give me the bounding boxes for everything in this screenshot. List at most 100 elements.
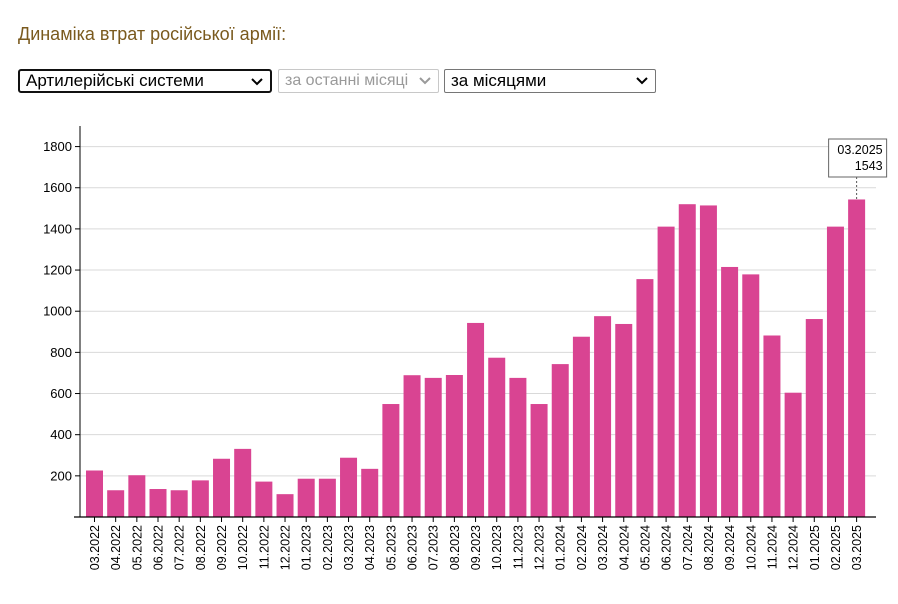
bar-07.2024[interactable] xyxy=(678,204,696,517)
bar-01.2025[interactable] xyxy=(805,319,823,517)
y-tick-label: 1200 xyxy=(43,263,72,278)
bar-08.2022[interactable] xyxy=(191,480,209,517)
equipment-type-select[interactable]: Артилерійські системи xyxy=(18,69,272,93)
bar-09.2024[interactable] xyxy=(721,266,739,517)
y-tick-label: 1600 xyxy=(43,180,72,195)
period-value: за останні місяці xyxy=(285,72,409,89)
x-tick-label: 09.2023 xyxy=(469,525,483,570)
bar-11.2022[interactable] xyxy=(255,481,273,517)
grouping-value: за місяцями xyxy=(451,71,547,90)
y-tick-label: 200 xyxy=(50,468,72,483)
x-tick-label: 05.2022 xyxy=(130,525,144,570)
x-tick-label: 01.2024 xyxy=(554,525,568,570)
tooltip-value: 1543 xyxy=(855,159,883,173)
x-tick-label: 12.2022 xyxy=(279,525,293,570)
bar-04.2024[interactable] xyxy=(615,323,633,517)
x-tick-label: 09.2024 xyxy=(723,525,737,570)
bar-02.2025[interactable] xyxy=(826,226,844,518)
bar-03.2024[interactable] xyxy=(594,316,612,517)
y-tick-label: 1000 xyxy=(43,304,72,319)
x-tick-label: 08.2022 xyxy=(194,525,208,570)
x-tick-label: 02.2023 xyxy=(321,525,335,570)
bar-08.2023[interactable] xyxy=(445,375,463,517)
bar-09.2023[interactable] xyxy=(467,322,485,517)
y-axis: 200 400 600 800 1000 1200 1400 1600 1800 xyxy=(43,126,81,517)
bar-07.2022[interactable] xyxy=(170,490,188,517)
x-tick-label: 02.2024 xyxy=(575,525,589,570)
grouping-select[interactable]: за місяцями xyxy=(444,69,656,93)
x-tick-label: 12.2023 xyxy=(533,525,547,570)
period-select[interactable]: за останні місяці xyxy=(278,69,439,93)
y-tick-label: 1800 xyxy=(43,139,72,154)
bar-11.2023[interactable] xyxy=(509,377,527,517)
bar-01.2023[interactable] xyxy=(297,478,315,517)
y-tick-label: 600 xyxy=(50,386,72,401)
bar-12.2022[interactable] xyxy=(276,494,294,517)
x-tick-label: 10.2022 xyxy=(236,525,250,570)
bar-11.2024[interactable] xyxy=(763,335,781,517)
bar-12.2024[interactable] xyxy=(784,392,802,517)
x-tick-label: 03.2025 xyxy=(850,525,864,570)
bar-04.2022[interactable] xyxy=(107,490,125,517)
x-tick-label: 03.2023 xyxy=(342,525,356,570)
x-tick-label: 08.2024 xyxy=(702,525,716,570)
x-tick-label: 07.2024 xyxy=(681,525,695,570)
chevron-down-icon xyxy=(251,78,263,86)
x-tick-label: 05.2024 xyxy=(638,525,652,570)
bar-03.2025[interactable] xyxy=(848,199,866,517)
x-tick-label: 08.2023 xyxy=(448,525,462,570)
x-tick-label: 11.2023 xyxy=(511,525,525,569)
bar-08.2024[interactable] xyxy=(699,205,717,517)
y-tick-label: 1400 xyxy=(43,221,72,236)
bar-12.2023[interactable] xyxy=(530,404,548,517)
bar-06.2022[interactable] xyxy=(149,489,167,517)
bars xyxy=(86,199,866,518)
bar-07.2023[interactable] xyxy=(424,377,442,517)
chevron-down-icon xyxy=(636,77,648,85)
x-tick-label: 11.2024 xyxy=(765,525,779,569)
bar-02.2024[interactable] xyxy=(572,336,590,517)
y-tick-label: 800 xyxy=(50,345,72,360)
bar-02.2023[interactable] xyxy=(318,478,336,517)
bar-06.2023[interactable] xyxy=(403,375,421,517)
x-tick-label: 09.2022 xyxy=(215,525,229,570)
y-tick-label: 400 xyxy=(50,427,72,442)
x-tick-label: 06.2023 xyxy=(406,525,420,570)
x-tick-label: 05.2023 xyxy=(384,525,398,570)
equipment-type-value: Артилерійські системи xyxy=(26,71,204,90)
x-tick-label: 11.2022 xyxy=(257,525,271,569)
x-tick-label: 12.2024 xyxy=(787,525,801,570)
bar-10.2024[interactable] xyxy=(742,274,760,517)
tooltip-label: 03.2025 xyxy=(837,143,882,157)
bar-04.2023[interactable] xyxy=(361,468,379,517)
x-tick-label: 03.2022 xyxy=(88,525,102,570)
x-tick-label: 07.2023 xyxy=(427,525,441,570)
x-tick-label: 06.2022 xyxy=(152,525,166,570)
x-tick-label: 02.2025 xyxy=(829,525,843,570)
x-tick-label: 10.2023 xyxy=(490,525,504,570)
bar-10.2023[interactable] xyxy=(488,357,506,517)
bar-tooltip: 03.2025 1543 xyxy=(828,138,888,200)
x-tick-label: 04.2024 xyxy=(617,525,631,570)
x-tick-label: 04.2022 xyxy=(109,525,123,570)
x-axis: 03.2022 04.2022 05.2022 06.2022 07.2022 08.20… xyxy=(74,516,876,570)
x-tick-label: 06.2024 xyxy=(660,525,674,570)
x-tick-label: 01.2023 xyxy=(300,525,314,570)
x-tick-label: 01.2025 xyxy=(808,525,822,570)
bar-06.2024[interactable] xyxy=(657,226,675,518)
bar-01.2024[interactable] xyxy=(551,364,569,517)
chevron-down-icon xyxy=(419,77,431,85)
bar-03.2022[interactable] xyxy=(86,470,103,517)
bar-05.2024[interactable] xyxy=(636,279,654,517)
bar-09.2022[interactable] xyxy=(213,458,231,517)
x-tick-label: 03.2024 xyxy=(596,525,610,570)
x-tick-label: 07.2022 xyxy=(173,525,187,570)
bar-10.2022[interactable] xyxy=(234,448,252,517)
x-tick-label: 04.2023 xyxy=(363,525,377,570)
bar-05.2023[interactable] xyxy=(382,404,400,517)
bar-05.2022[interactable] xyxy=(128,475,146,517)
x-tick-label: 10.2024 xyxy=(744,525,758,570)
page-title: Динаміка втрат російської армії: xyxy=(18,24,287,44)
bar-03.2023[interactable] xyxy=(340,457,358,517)
